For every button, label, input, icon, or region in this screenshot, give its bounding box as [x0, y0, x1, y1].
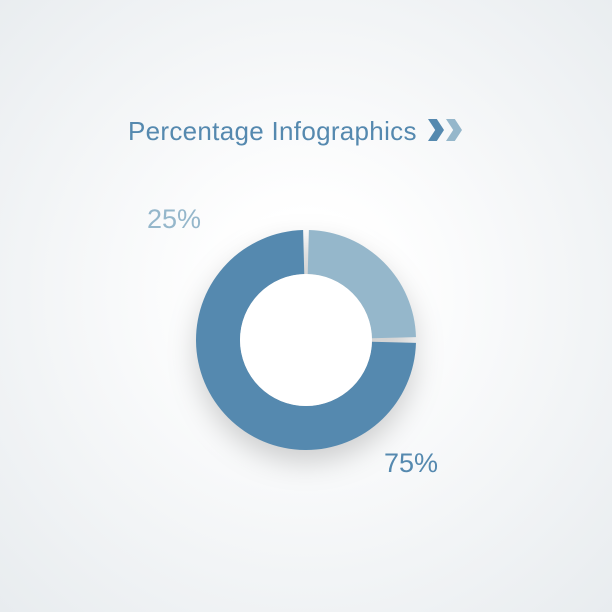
donut-hole [240, 274, 372, 406]
chevrons-group [428, 119, 462, 141]
chevron-right-icon [428, 119, 444, 141]
infographic-canvas: Percentage Infographics 25% 75% [0, 0, 612, 612]
donut-chart [196, 230, 416, 450]
chevron-right-icon [446, 119, 462, 141]
percent-label-75: 75% [384, 448, 438, 479]
page-title: Percentage Infographics [128, 116, 417, 147]
percent-label-25: 25% [147, 204, 201, 235]
